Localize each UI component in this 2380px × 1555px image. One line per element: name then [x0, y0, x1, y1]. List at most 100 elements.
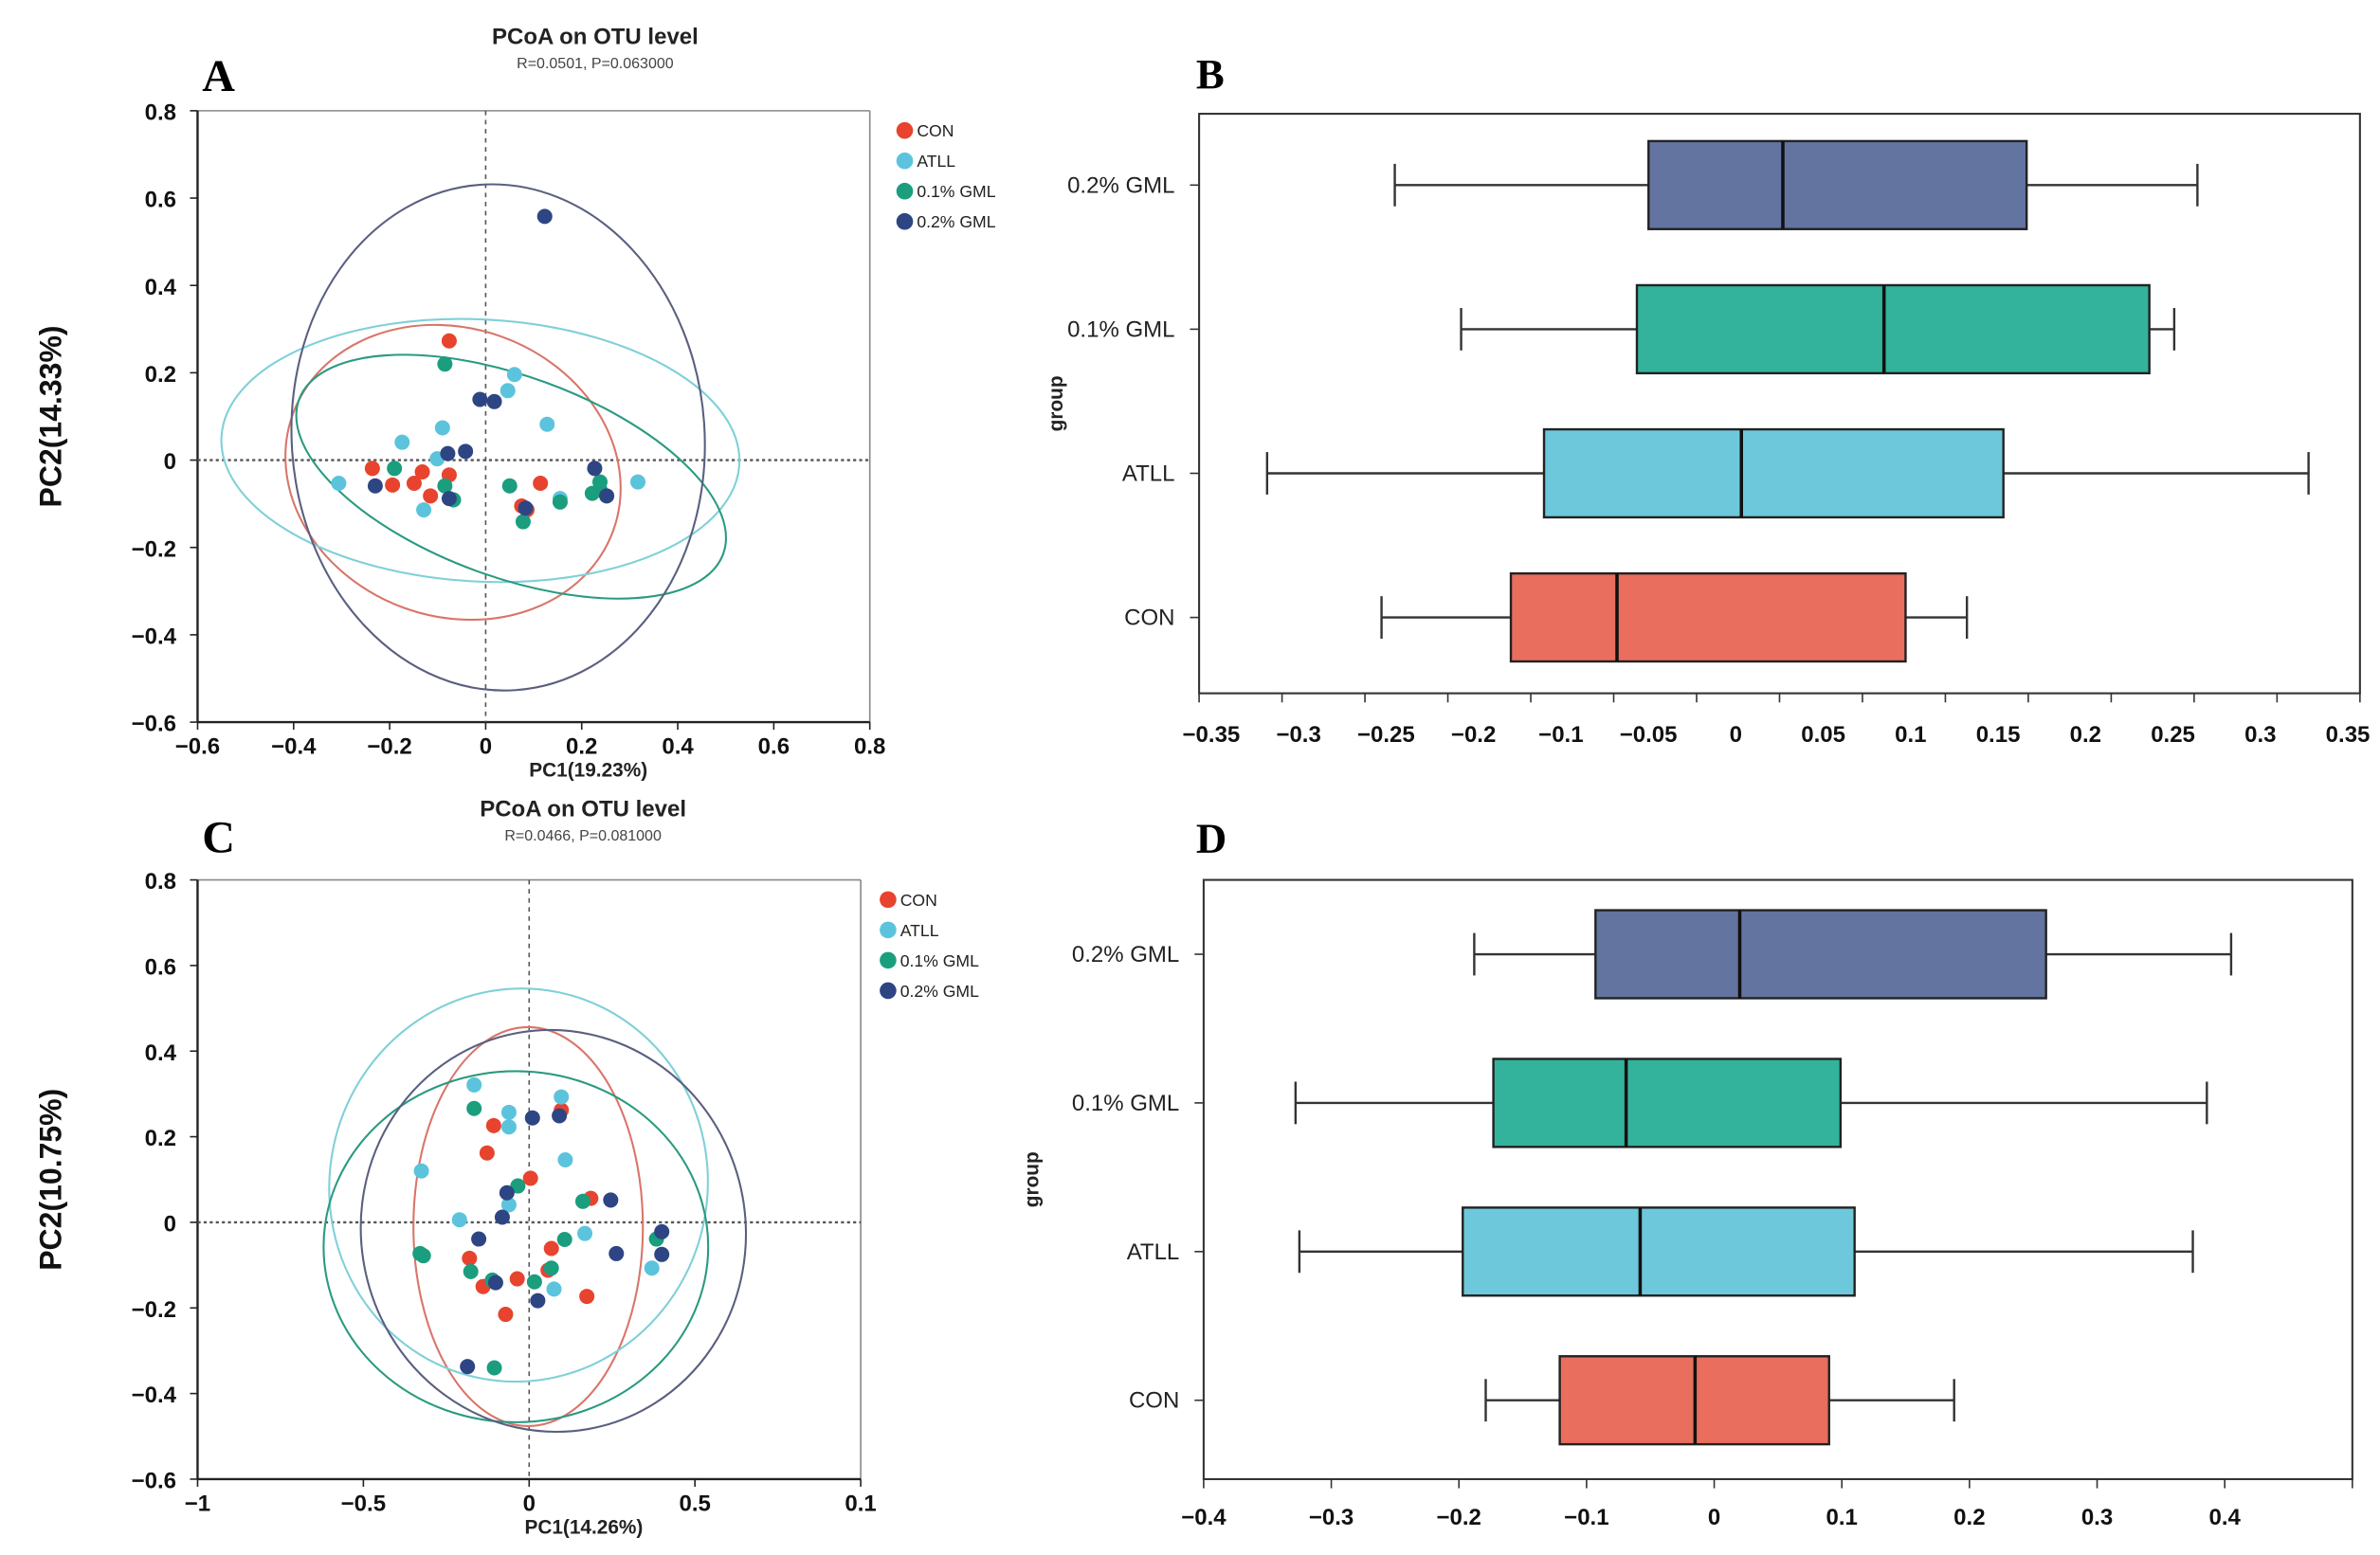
data-point	[451, 1212, 467, 1228]
x-tick-label: −0.4	[1181, 1505, 1226, 1530]
chart-title: PCoA on OTU level	[480, 796, 686, 822]
data-point	[546, 1281, 562, 1297]
y-axis-label: PC2(14.33%)	[33, 325, 67, 507]
confidence-ellipse	[412, 1025, 645, 1427]
data-point	[526, 1274, 542, 1290]
data-point	[463, 1263, 479, 1279]
data-point	[522, 1170, 538, 1186]
legend-label: ATLL	[900, 921, 939, 940]
x-tick-label: −0.2	[1451, 722, 1496, 748]
data-point	[603, 1192, 619, 1208]
data-point	[486, 1360, 502, 1376]
legend-marker	[896, 182, 914, 200]
x-tick-label: 0.1	[1895, 722, 1926, 748]
confidence-ellipse	[328, 987, 709, 1383]
data-point	[500, 1104, 517, 1120]
y-tick-label: −0.2	[132, 1297, 176, 1323]
data-point	[331, 475, 347, 491]
data-point	[458, 443, 474, 460]
y-tick-label: −0.4	[132, 624, 177, 649]
data-point	[416, 502, 432, 518]
data-point	[387, 461, 403, 477]
data-point	[472, 391, 488, 407]
chart-subtitle: R=0.0466, P=0.081000	[504, 828, 662, 844]
x-tick-label: 0.1	[1826, 1505, 1858, 1530]
x-tick-label: −0.3	[1276, 722, 1320, 748]
data-point	[554, 1089, 570, 1105]
x-tick-label: −0.1	[1564, 1505, 1608, 1530]
category-label: 0.1% GML	[1072, 1091, 1179, 1116]
chart-subtitle: R=0.0501, P=0.063000	[517, 56, 674, 72]
y-tick-label: 0.8	[145, 869, 176, 895]
data-point	[515, 514, 531, 530]
data-point	[466, 1100, 482, 1116]
data-point	[609, 1245, 625, 1261]
x-tick-label: 0.15	[1976, 722, 2021, 748]
data-point	[413, 1163, 429, 1179]
data-point	[486, 393, 502, 409]
panel-label-d: D	[1196, 815, 1226, 862]
y-tick-label: 0	[164, 1212, 176, 1238]
data-point	[471, 1231, 487, 1247]
data-point	[577, 1225, 593, 1241]
data-point	[630, 474, 646, 490]
legend-marker	[880, 921, 897, 939]
legend-label: ATLL	[917, 152, 955, 171]
x-tick-label: −0.2	[367, 734, 411, 760]
x-tick-label: 0	[1730, 722, 1742, 748]
data-point	[500, 383, 516, 399]
data-point	[440, 445, 456, 461]
legend-marker	[880, 951, 897, 969]
y-axis-label: group	[1045, 375, 1067, 431]
data-point	[394, 434, 410, 450]
x-tick-label: −0.5	[341, 1492, 386, 1517]
confidence-ellipse	[220, 317, 741, 584]
x-tick-label: 0.6	[758, 734, 790, 760]
legend-label: CON	[917, 121, 954, 140]
data-point	[536, 208, 553, 225]
confidence-ellipse	[322, 1070, 710, 1423]
box-iqr	[1542, 427, 2005, 519]
data-point	[479, 1145, 495, 1161]
category-label: CON	[1124, 606, 1174, 631]
x-tick-label: 0.2	[1953, 1505, 1985, 1530]
legend-label: 0.1% GML	[917, 182, 995, 201]
box-iqr	[1635, 283, 2151, 375]
pcoa-plot-a: PCoA on OTU level R=0.0501, P=0.063000 −0.…	[33, 24, 995, 781]
x-tick-label: −0.25	[1357, 722, 1415, 748]
y-tick-label: 0.2	[145, 1126, 176, 1151]
data-point	[552, 494, 568, 510]
box-iqr	[1509, 571, 1907, 663]
x-tick-label: 0.3	[2244, 722, 2276, 748]
box-iqr	[1492, 1058, 1843, 1148]
confidence-ellipse	[284, 323, 622, 622]
x-tick-label: 0.2	[566, 734, 597, 760]
category-label: 0.1% GML	[1067, 316, 1174, 342]
category-label: 0.2% GML	[1067, 172, 1174, 198]
data-point	[415, 1248, 431, 1264]
x-tick-label: −0.1	[1538, 722, 1583, 748]
category-label: 0.2% GML	[1072, 942, 1179, 967]
y-tick-label: 0.8	[145, 99, 176, 125]
x-tick-label: 0	[480, 734, 492, 760]
y-tick-label: 0.6	[145, 188, 176, 213]
data-point	[441, 333, 457, 349]
y-tick-label: −0.4	[132, 1383, 177, 1408]
legend-marker	[880, 982, 897, 1000]
x-tick-label: 0.2	[2070, 722, 2101, 748]
data-point	[533, 475, 549, 491]
data-point	[579, 1289, 595, 1305]
data-point	[466, 1076, 482, 1093]
y-tick-label: −0.6	[132, 1469, 176, 1494]
boxplot-b: group −0.35 −0.3 −0.25 −0.2 −0.1 −0.05 0 0.05 0.1…	[1045, 113, 2370, 748]
legend-label: 0.2% GML	[917, 212, 995, 231]
legend-marker	[896, 212, 914, 230]
data-point	[587, 461, 603, 477]
chart-title: PCoA on OTU level	[492, 24, 699, 49]
data-point	[509, 1271, 525, 1287]
data-point	[510, 1178, 526, 1194]
box-iqr	[1647, 139, 2028, 230]
data-point	[539, 416, 555, 432]
